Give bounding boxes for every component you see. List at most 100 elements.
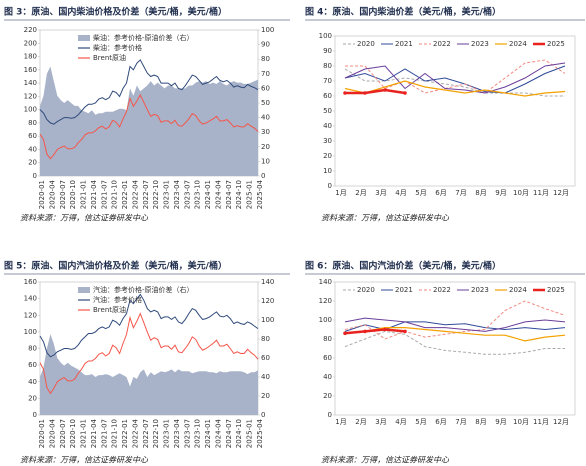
series-line [344, 65, 566, 94]
y2-tick-label: 80 [261, 55, 270, 63]
y-tick-label: 140 [24, 79, 37, 87]
x-tick-label: 4月 [395, 418, 406, 426]
y-tick-label: 60 [323, 92, 332, 100]
x-tick-label: 2022-01 [121, 419, 129, 448]
y2-tick-label: 90 [261, 41, 270, 49]
legend-label: 2020 [357, 40, 375, 48]
x-tick-label: 2020-04 [48, 418, 56, 448]
x-tick-label: 2021-04 [90, 179, 98, 209]
legend-label: 2025 [547, 40, 565, 48]
x-tick-label: 2020-10 [69, 419, 77, 448]
y-tick-label: 120 [24, 311, 37, 319]
chart-title: 图 5：原油、国内汽油价格及价差（美元/桶，美元/桶） [4, 260, 227, 272]
x-tick-label: 10月 [513, 189, 529, 197]
legend-label: 2025 [547, 286, 565, 294]
plot-frame [334, 281, 576, 416]
chart-panel: 图 3：原油、国内柴油价格及价差（美元/桶，美元/桶） 资料来源：万得，信达证券研… [4, 6, 290, 223]
y-tick-label: 40 [28, 145, 37, 153]
x-tick-label: 2021-07 [100, 419, 108, 448]
x-tick-label: 1月 [335, 418, 346, 426]
y-tick-label: 90 [323, 47, 332, 55]
legend-label: 汽油：参考价格-原油价差（右） [93, 285, 194, 294]
series-marker [403, 329, 407, 334]
x-tick-label: 2021-10 [111, 180, 119, 209]
series-marker [403, 91, 407, 95]
x-tick-label: 2023-01 [163, 419, 171, 448]
y2-tick-label: 20 [261, 392, 270, 400]
series-marker [343, 91, 347, 95]
series-line [344, 80, 566, 97]
x-tick-label: 2025-01 [246, 180, 254, 209]
y-tick-label: 10 [323, 167, 332, 175]
series-area [40, 334, 258, 415]
y-tick-label: 80 [323, 62, 332, 70]
y2-tick-label: 100 [261, 26, 274, 34]
series-marker [343, 331, 347, 336]
y-tick-label: 140 [319, 278, 332, 286]
y2-tick-label: 60 [261, 84, 270, 92]
series-line [39, 312, 259, 395]
x-tick-label: 5月 [415, 189, 426, 197]
legend-label: 2024 [509, 286, 527, 294]
x-tick-label: 4月 [395, 189, 406, 197]
y-tick-label: 70 [323, 77, 332, 85]
y-tick-label: 160 [24, 278, 37, 286]
y-tick-label: 80 [28, 345, 37, 353]
x-tick-label: 3月 [375, 418, 386, 426]
x-tick-label: 2025-01 [246, 419, 254, 448]
x-tick-label: 7月 [455, 189, 466, 197]
chart-panel: 图 5：原油、国内汽油价格及价差（美元/桶，美元/桶） 资料来源：万得，信达证券研… [4, 260, 290, 465]
y-tick-label: 20 [323, 152, 332, 160]
legend-label: Brent原油 [93, 305, 126, 314]
y-tick-label: 20 [323, 392, 332, 400]
y-tick-label: 20 [28, 394, 37, 402]
chart-title: 图 4：原油、国内柴油价差（美元/桶，美元/桶） [305, 6, 501, 18]
x-tick-label: 2024-07 [225, 419, 233, 448]
legend-swatch [78, 287, 90, 293]
chart-panel: 图 6：原油、国内汽油价差（美元/桶，美元/桶） 资料来源：万得，信达证券研发中心… [305, 260, 585, 465]
y-tick-label: 0 [33, 172, 37, 180]
legend-label: 柴油：参考价格-原油价差（右） [93, 33, 194, 42]
x-tick-label: 2022-01 [121, 180, 129, 209]
legend-label: 2023 [471, 40, 489, 48]
x-tick-label: 2023-04 [173, 418, 181, 448]
x-tick-label: 12月 [553, 189, 569, 197]
y-tick-label: 200 [24, 39, 37, 47]
legend-label: 柴油：参考价格 [93, 43, 142, 52]
legend-label: Brent原油 [93, 53, 126, 62]
x-tick-label: 1月 [335, 189, 346, 197]
y2-tick-label: 70 [261, 70, 270, 78]
legend-label: 2021 [395, 40, 413, 48]
y-tick-label: 220 [24, 26, 37, 34]
series-line [344, 328, 406, 335]
series-line [344, 327, 566, 342]
x-tick-label: 6月 [435, 418, 446, 426]
series-marker [363, 91, 367, 95]
x-tick-label: 2023-04 [173, 179, 181, 209]
x-tick-label: 10月 [513, 418, 529, 426]
x-tick-label: 2024-07 [225, 180, 233, 209]
y-tick-label: 80 [28, 119, 37, 127]
y-tick-label: 50 [323, 107, 332, 115]
series-marker [383, 88, 387, 92]
x-tick-label: 2021-01 [80, 419, 88, 448]
x-tick-label: 9月 [495, 189, 506, 197]
x-tick-label: 2021-04 [90, 418, 98, 448]
y-tick-label: 60 [28, 361, 37, 369]
y2-tick-label: 40 [261, 114, 270, 122]
x-tick-label: 6月 [435, 189, 446, 197]
x-tick-label: 5月 [415, 418, 426, 426]
series-line [345, 59, 566, 94]
chart-panel: 图 4：原油、国内柴油价差（美元/桶，美元/桶） 资料来源：万得，信达证券研发中心… [305, 6, 585, 223]
x-tick-label: 2022-07 [142, 180, 150, 209]
legend-label: 2022 [433, 40, 451, 48]
x-tick-label: 2023-10 [194, 180, 202, 209]
x-tick-label: 2021-01 [80, 180, 88, 209]
y-tick-label: 160 [24, 66, 37, 74]
x-tick-label: 2月 [355, 189, 366, 197]
y2-tick-label: 80 [261, 335, 270, 343]
y2-tick-label: 0 [261, 411, 265, 419]
series-line [344, 62, 566, 94]
x-tick-label: 2024-01 [204, 419, 212, 448]
chart-title: 图 3：原油、国内柴油价格及价差（美元/桶，美元/桶） [4, 6, 227, 18]
